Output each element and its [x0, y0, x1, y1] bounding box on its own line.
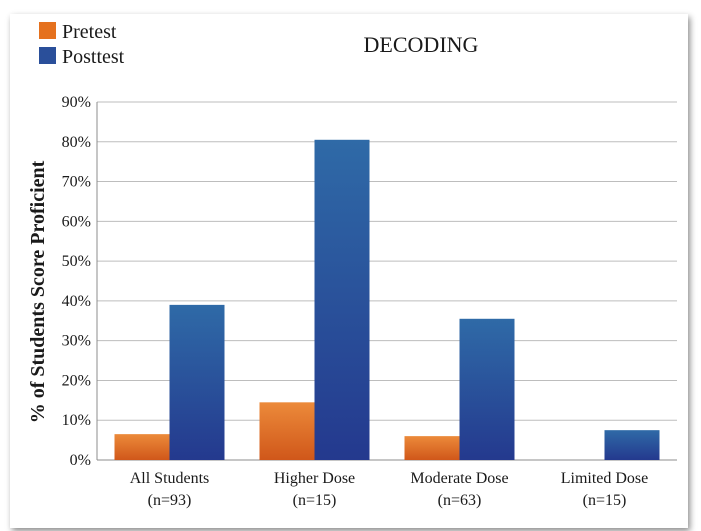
bar-posttest-0	[169, 304, 225, 460]
y-axis-title: % of Students Score Proficient	[27, 160, 49, 423]
bar-pretest-2	[404, 436, 460, 460]
legend-swatch-pretest	[39, 22, 56, 39]
y-tick-label: 80%	[62, 134, 91, 151]
y-tick-label: 20%	[62, 372, 91, 389]
x-tick-label: Moderate Dose	[410, 470, 508, 487]
x-tick-label: (n=15)	[583, 492, 627, 509]
chart-frame: 0% 10% 20% 30% 40% 50% 60% 70% 80% 90% All Student…	[10, 14, 688, 528]
bar-posttest-1	[314, 139, 370, 460]
y-tick-label: 30%	[62, 333, 91, 350]
x-tick-label: All Students	[130, 470, 210, 487]
legend: Pretest Posttest	[39, 21, 125, 68]
bar-pretest-1	[259, 402, 315, 460]
bars	[114, 139, 660, 460]
x-tick-label: (n=63)	[438, 492, 482, 509]
y-tick-label: 0%	[70, 452, 91, 469]
bar-posttest-3	[604, 430, 660, 460]
x-tick-label: Higher Dose	[274, 470, 355, 487]
y-tick-label: 40%	[62, 293, 91, 310]
y-tick-label: 70%	[62, 174, 91, 191]
chart-title: DECODING	[364, 32, 479, 57]
y-tick-label: 60%	[62, 213, 91, 230]
legend-label-posttest: Posttest	[62, 46, 125, 68]
x-tick-label: Limited Dose	[561, 470, 649, 487]
labels: 0% 10% 20% 30% 40% 50% 60% 70% 80% 90% All Student…	[62, 94, 649, 509]
bar-posttest-2	[459, 318, 515, 460]
legend-label-pretest: Pretest	[62, 21, 117, 43]
chart: 0% 10% 20% 30% 40% 50% 60% 70% 80% 90% All Student…	[27, 21, 677, 509]
y-tick-label: 10%	[62, 412, 91, 429]
x-tick-label: (n=93)	[148, 492, 192, 509]
x-tick-label: (n=15)	[293, 492, 337, 509]
y-tick-label: 90%	[62, 94, 91, 111]
y-tick-label: 50%	[62, 253, 91, 270]
legend-swatch-posttest	[39, 47, 56, 64]
bar-pretest-0	[114, 434, 170, 460]
